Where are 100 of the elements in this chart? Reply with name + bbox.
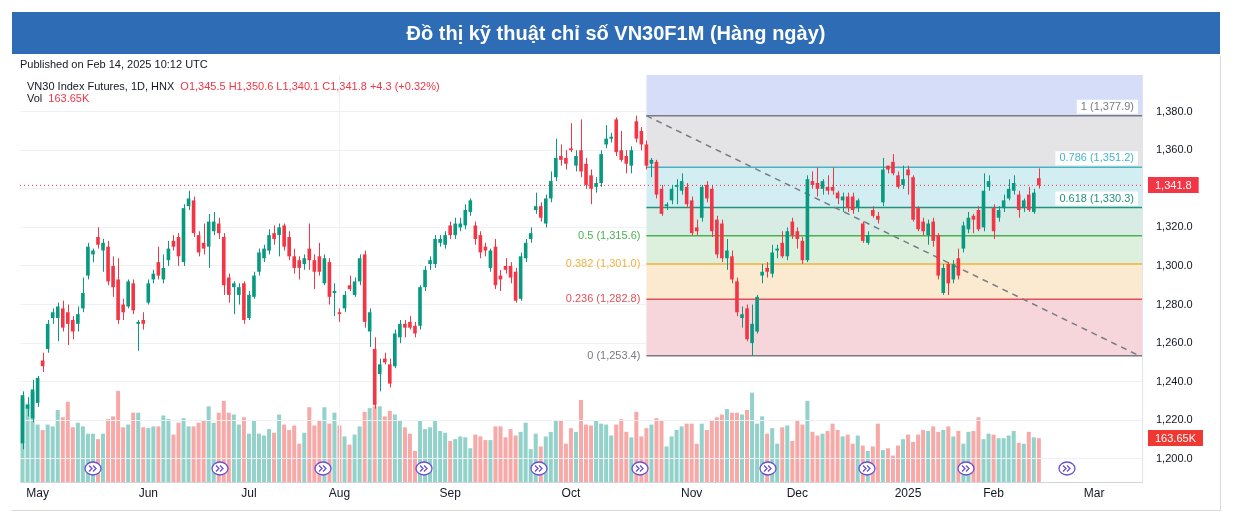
bar [55, 409, 60, 482]
candlestick [76, 305, 80, 333]
candlestick [946, 261, 951, 296]
bar [146, 428, 151, 482]
bar [1011, 430, 1016, 482]
candlestick [146, 278, 151, 306]
bar [855, 435, 860, 482]
candlestick [538, 201, 543, 223]
bar [750, 392, 755, 482]
candlestick [307, 223, 312, 271]
bar [649, 424, 654, 482]
y-tick-label: 1,220.0 [1156, 413, 1193, 426]
candlestick [232, 280, 236, 315]
bar [282, 424, 287, 482]
bar [926, 430, 931, 482]
y-tick-label: 1,300.0 [1156, 258, 1193, 271]
y-tick-label: 1,240.0 [1156, 374, 1193, 387]
bar [734, 412, 739, 482]
candlestick [211, 211, 216, 236]
y-tick-label: 1,360.0 [1156, 143, 1193, 156]
ref-line-label: 1,341.8 [1155, 178, 1192, 191]
bar [161, 415, 166, 482]
bar [951, 436, 956, 482]
bar [991, 434, 996, 482]
bar [332, 412, 337, 482]
candlestick [725, 238, 729, 271]
candlestick [760, 263, 764, 284]
bar [347, 444, 352, 482]
candlestick [377, 358, 382, 392]
bar [387, 410, 392, 482]
candlestick [926, 219, 930, 246]
ref-line-label: 0.382 (1,301.0) [565, 257, 641, 270]
y-tick-label: 1,260.0 [1156, 336, 1193, 349]
bar [895, 445, 900, 482]
y-tick-label: 1,320.0 [1156, 220, 1193, 233]
bar [820, 433, 825, 482]
x-tick-label: Oct [561, 485, 581, 500]
candlestick [388, 358, 392, 388]
candlestick [533, 192, 538, 215]
candlestick [423, 265, 427, 292]
ref-line-label: 0.618 (1,330.3) [1059, 191, 1134, 204]
bar [337, 425, 342, 482]
bar [1036, 438, 1041, 482]
candlestick [81, 277, 85, 313]
bar [473, 434, 478, 482]
bar [745, 409, 750, 482]
candlestick [860, 221, 865, 244]
bar [342, 436, 347, 482]
x-tick-label: Aug [328, 485, 351, 500]
candlestick [453, 217, 458, 240]
ref-line-label: 0.5 (1,315.6) [578, 228, 641, 241]
bar [810, 431, 815, 482]
bar [40, 430, 45, 482]
bar [679, 426, 684, 482]
candlestick [136, 319, 141, 352]
bar [553, 420, 558, 482]
y-tick-label: 1,200.0 [1156, 451, 1193, 464]
bar [307, 407, 312, 482]
bar [448, 440, 453, 482]
bar [453, 439, 458, 482]
bar [302, 432, 307, 482]
bar [931, 426, 936, 482]
candlestick [574, 149, 578, 172]
candlestick [96, 226, 100, 250]
text: Published on Feb 14, 2025 10:12 UTC [20, 58, 208, 70]
ref-line-label: 0.236 (1,282.8) [565, 292, 641, 305]
candlestick [237, 282, 241, 306]
candlestick [1032, 188, 1036, 215]
bar [201, 420, 206, 482]
bar [1021, 443, 1026, 482]
candlestick [277, 223, 281, 257]
bar [141, 427, 146, 482]
ref-line-label: 1 (1,377.9) [1080, 99, 1134, 112]
y-tick-label: 1,280.0 [1156, 297, 1193, 310]
bar [488, 440, 493, 482]
x-tick-label: 2025 [894, 485, 922, 500]
x-tick-label: Jul [241, 485, 257, 500]
candlestick [554, 138, 558, 182]
candlestick [740, 305, 744, 329]
bar [840, 436, 845, 482]
bar [805, 400, 810, 482]
candlestick [1016, 190, 1021, 219]
bar [780, 427, 785, 482]
candlestick [770, 244, 774, 279]
bar [101, 433, 106, 482]
candlestick [906, 165, 910, 196]
bar [785, 425, 790, 482]
bar [1031, 437, 1036, 482]
bar [136, 412, 141, 482]
bar [875, 423, 880, 482]
bar [699, 423, 704, 482]
bar [724, 409, 729, 482]
ref-line-label: 0.786 (1,351.2) [1059, 151, 1134, 164]
x-tick-label: Feb [983, 485, 1005, 500]
bar [367, 408, 372, 482]
candlestick [730, 250, 734, 284]
candlestick [569, 122, 573, 153]
x-tick-label: May [26, 485, 49, 500]
bar [946, 426, 951, 482]
candlestick [216, 217, 221, 240]
